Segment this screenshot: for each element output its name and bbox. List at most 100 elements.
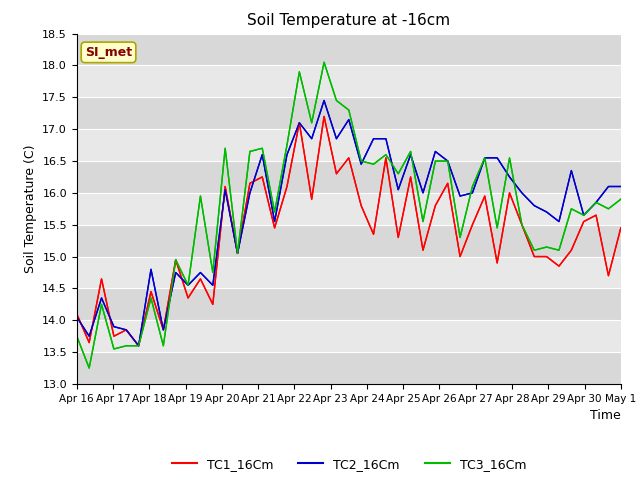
Bar (77, 193, 621, 225)
TC3_16Cm (481, 155, 489, 161)
TC2_16Cm (506, 174, 513, 180)
Line: TC1_16Cm: TC1_16Cm (77, 117, 621, 346)
TC3_16Cm (172, 257, 180, 263)
TC1_16Cm (320, 114, 328, 120)
TC1_16Cm (444, 180, 452, 186)
TC1_16Cm (259, 174, 266, 180)
TC2_16Cm (159, 327, 167, 333)
TC2_16Cm (580, 212, 588, 218)
TC2_16Cm (209, 282, 216, 288)
TC1_16Cm (543, 254, 550, 260)
TC1_16Cm (147, 289, 155, 295)
TC1_16Cm (296, 120, 303, 126)
TC1_16Cm (135, 343, 143, 348)
TC3_16Cm (407, 149, 415, 155)
TC3_16Cm (196, 193, 204, 199)
TC3_16Cm (468, 184, 476, 190)
TC1_16Cm (617, 225, 625, 231)
TC1_16Cm (431, 203, 439, 208)
TC2_16Cm (568, 168, 575, 173)
TC1_16Cm (73, 311, 81, 317)
TC1_16Cm (357, 203, 365, 208)
TC2_16Cm (531, 203, 538, 208)
TC1_16Cm (110, 333, 118, 339)
TC2_16Cm (271, 219, 278, 225)
TC2_16Cm (234, 251, 241, 256)
TC3_16Cm (493, 225, 501, 231)
TC2_16Cm (370, 136, 378, 142)
Bar (77, 320, 621, 352)
TC1_16Cm (592, 212, 600, 218)
TC2_16Cm (444, 158, 452, 164)
TC2_16Cm (320, 97, 328, 103)
TC3_16Cm (221, 145, 229, 151)
TC2_16Cm (419, 190, 427, 196)
TC2_16Cm (555, 219, 563, 225)
TC3_16Cm (159, 343, 167, 348)
TC1_16Cm (506, 190, 513, 196)
TC2_16Cm (407, 152, 415, 157)
Bar (77, 288, 621, 320)
TC3_16Cm (98, 301, 106, 307)
TC1_16Cm (531, 254, 538, 260)
TC1_16Cm (580, 219, 588, 225)
TC3_16Cm (73, 333, 81, 339)
X-axis label: Time: Time (590, 409, 621, 422)
TC1_16Cm (419, 247, 427, 253)
TC2_16Cm (246, 190, 253, 196)
TC2_16Cm (382, 136, 390, 142)
TC2_16Cm (196, 270, 204, 276)
TC2_16Cm (110, 324, 118, 330)
TC1_16Cm (283, 184, 291, 190)
TC1_16Cm (468, 222, 476, 228)
TC2_16Cm (98, 295, 106, 301)
TC2_16Cm (221, 187, 229, 192)
Line: TC3_16Cm: TC3_16Cm (77, 62, 621, 368)
TC3_16Cm (592, 200, 600, 205)
TC2_16Cm (456, 193, 464, 199)
TC1_16Cm (196, 276, 204, 282)
TC2_16Cm (184, 282, 192, 288)
TC3_16Cm (135, 343, 143, 348)
TC1_16Cm (382, 155, 390, 161)
TC1_16Cm (122, 327, 130, 333)
TC3_16Cm (357, 158, 365, 164)
Bar (77, 97, 621, 129)
TC2_16Cm (357, 161, 365, 167)
Text: SI_met: SI_met (85, 46, 132, 59)
TC2_16Cm (605, 184, 612, 190)
TC2_16Cm (172, 270, 180, 276)
TC1_16Cm (209, 301, 216, 307)
TC3_16Cm (580, 212, 588, 218)
TC3_16Cm (110, 346, 118, 352)
TC3_16Cm (518, 222, 525, 228)
TC1_16Cm (568, 247, 575, 253)
Legend: TC1_16Cm, TC2_16Cm, TC3_16Cm: TC1_16Cm, TC2_16Cm, TC3_16Cm (166, 453, 531, 476)
TC1_16Cm (308, 196, 316, 202)
TC3_16Cm (259, 145, 266, 151)
TC3_16Cm (234, 251, 241, 256)
TC3_16Cm (184, 282, 192, 288)
TC3_16Cm (531, 247, 538, 253)
TC3_16Cm (605, 206, 612, 212)
TC2_16Cm (481, 155, 489, 161)
Bar (77, 34, 621, 65)
Title: Soil Temperature at -16cm: Soil Temperature at -16cm (247, 13, 451, 28)
TC3_16Cm (122, 343, 130, 348)
TC1_16Cm (333, 171, 340, 177)
TC3_16Cm (308, 120, 316, 126)
TC3_16Cm (394, 171, 402, 177)
TC2_16Cm (345, 117, 353, 122)
Bar (77, 129, 621, 161)
TC3_16Cm (271, 209, 278, 215)
TC1_16Cm (555, 263, 563, 269)
TC2_16Cm (296, 120, 303, 126)
Bar (77, 257, 621, 288)
Bar (77, 65, 621, 97)
TC1_16Cm (159, 327, 167, 333)
TC1_16Cm (271, 225, 278, 231)
TC2_16Cm (333, 136, 340, 142)
TC3_16Cm (296, 69, 303, 75)
TC3_16Cm (444, 158, 452, 164)
Bar (77, 161, 621, 193)
